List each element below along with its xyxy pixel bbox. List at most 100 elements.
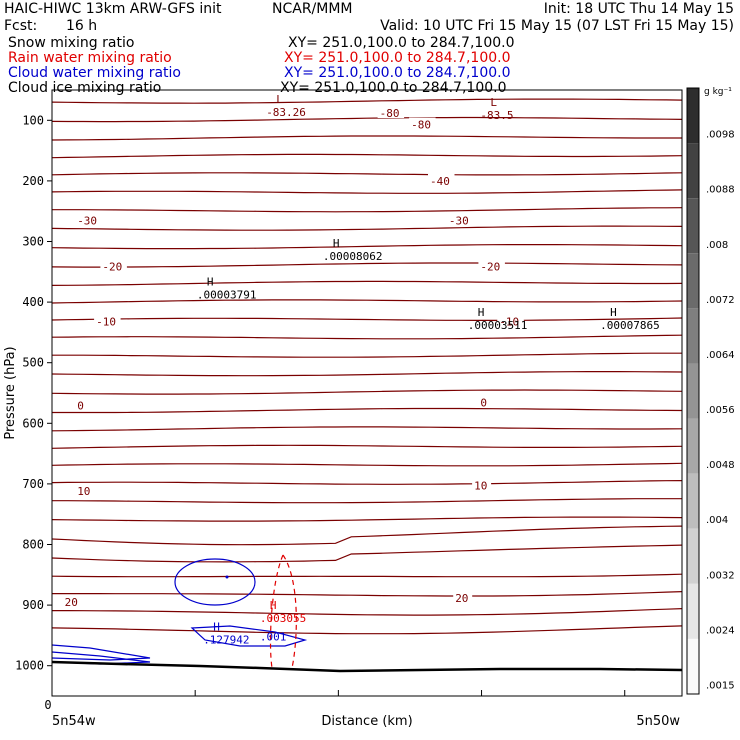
isotherm-label: 10 [77, 485, 90, 498]
extremum-value: .003055 [260, 612, 306, 625]
isotherm-line [51, 317, 683, 321]
colorbar-tick-label: .008 [706, 240, 728, 251]
isotherm-label: -10 [499, 315, 519, 328]
extremum-letter: L [276, 93, 283, 106]
colorbar-tick-label: .0098 [706, 130, 735, 141]
isotherm-line [51, 544, 683, 563]
isotherm-label: -80 [380, 107, 400, 120]
isotherm-line [51, 98, 683, 104]
isotherm-line [51, 280, 683, 286]
extremum-letter: H [213, 620, 220, 633]
isotherm-line [51, 371, 683, 377]
extremum-value: .127942 [203, 633, 249, 646]
isotherm-line [51, 426, 683, 432]
field-xy-rain: XY= 251.0,100.0 to 284.7,100.0 [284, 50, 511, 66]
isotherm-label-bg [75, 213, 102, 226]
extremum-value: .00008062 [323, 250, 383, 263]
isotherm-label: -20 [480, 260, 500, 273]
x-start-label: 5n54w [52, 714, 96, 729]
isotherm-label: 0 [77, 400, 84, 413]
colorbar-tick-label: .0048 [706, 460, 735, 471]
isotherm-line [51, 516, 683, 522]
isotherm-line [52, 498, 682, 504]
colorbar-swatch [687, 308, 699, 364]
isotherm-label-bg [75, 398, 87, 411]
field-xy-cloud-ice: XY= 251.0,100.0 to 284.7,100.0 [280, 80, 507, 96]
isotherm-line [51, 525, 683, 546]
colorbar-tick-label: .0024 [706, 625, 735, 636]
header-fcst-value: 16 h [66, 18, 98, 34]
field-name-cloud-water: Cloud water mixing ratio [8, 65, 181, 81]
colorbar-tick-label: .0072 [706, 295, 735, 306]
isotherm-label: 20 [455, 592, 468, 605]
isotherm-line [52, 352, 682, 358]
isotherm-label: -30 [77, 214, 97, 227]
colorbar-swatch [687, 198, 699, 254]
extremum-letter: L [490, 96, 497, 109]
y-tick-label: 1000 [15, 659, 44, 673]
isotherm-line [51, 172, 683, 176]
isotherm-line [51, 244, 683, 250]
isotherm-label: -20 [102, 260, 122, 273]
colorbar-swatch [687, 363, 699, 419]
colorbar-tick-label: .0015 [706, 680, 735, 691]
extremum-value: .001 [260, 630, 287, 643]
isotherm-label-bg [75, 484, 95, 497]
x-axis-label: Distance (km) [321, 714, 412, 729]
isotherm-label-bg [428, 173, 455, 186]
isotherm-line [51, 116, 683, 123]
y-tick-label: 800 [22, 538, 44, 552]
isotherm-label: 20 [65, 596, 78, 609]
isotherm-label-bg [478, 259, 505, 272]
extremum-letter: H [207, 276, 214, 289]
extremum-value: .00003791 [197, 289, 257, 302]
x-end-label: 5n50w [636, 714, 680, 729]
colorbar-frame [686, 87, 700, 695]
isotherm-label: -40 [430, 175, 450, 188]
extremum-letter: H [478, 306, 485, 319]
y-tick-label: 400 [22, 295, 44, 309]
isotherm-label: -80 [411, 119, 431, 132]
cloud-water-max-marker [225, 575, 229, 579]
header-fcst-label: Fcst: [4, 18, 38, 34]
isotherm-label-bg [446, 213, 474, 226]
colorbar-swatch [687, 473, 699, 529]
extremum-letter: H [270, 599, 277, 612]
extremum-value: -83.26 [266, 106, 306, 119]
isotherm-line [52, 407, 683, 414]
y-axis-label: Pressure (hPa) [3, 346, 18, 439]
rain-water-contour [269, 554, 297, 669]
extremum-value: -83.5 [480, 109, 513, 122]
field-name-snow: Snow mixing ratio [8, 35, 135, 51]
colorbar-tick-label: .0088 [706, 185, 735, 196]
colorbar-tick-label: .004 [706, 515, 728, 526]
isotherm-label-bg [472, 478, 492, 491]
isotherm-line [52, 608, 683, 616]
y-tick-label: 500 [22, 356, 44, 370]
extremum-letter: H [333, 237, 340, 250]
colorbar-swatch [687, 88, 699, 144]
y-tick-label: 200 [22, 174, 44, 188]
cloud-water-contour [174, 558, 256, 606]
isotherm-line [51, 444, 683, 449]
extremum-value: .00003511 [468, 319, 528, 332]
isotherm-line [51, 625, 683, 635]
isotherm-line [51, 299, 683, 304]
cloud-water-contour [51, 644, 151, 661]
y-tick-label: 700 [22, 477, 44, 491]
field-name-rain: Rain water mixing ratio [8, 50, 172, 66]
isotherm-line [52, 591, 683, 597]
ground-line [51, 660, 683, 673]
colorbar-swatch [687, 143, 699, 199]
header-org: NCAR/MMM [272, 1, 353, 17]
isotherm-label-bg [377, 106, 405, 119]
colorbar-tick-label: .0064 [706, 350, 735, 361]
isotherm-label: 0 [480, 397, 487, 410]
isotherm-line [51, 480, 683, 485]
colorbar-unit: g kg⁻¹ [704, 87, 732, 97]
y-tick-label: 300 [22, 235, 44, 249]
isotherm-label-bg [409, 117, 436, 130]
isotherm-label: 10 [474, 480, 487, 493]
colorbar-swatch [687, 253, 699, 309]
extremum-letter: H [610, 306, 617, 319]
